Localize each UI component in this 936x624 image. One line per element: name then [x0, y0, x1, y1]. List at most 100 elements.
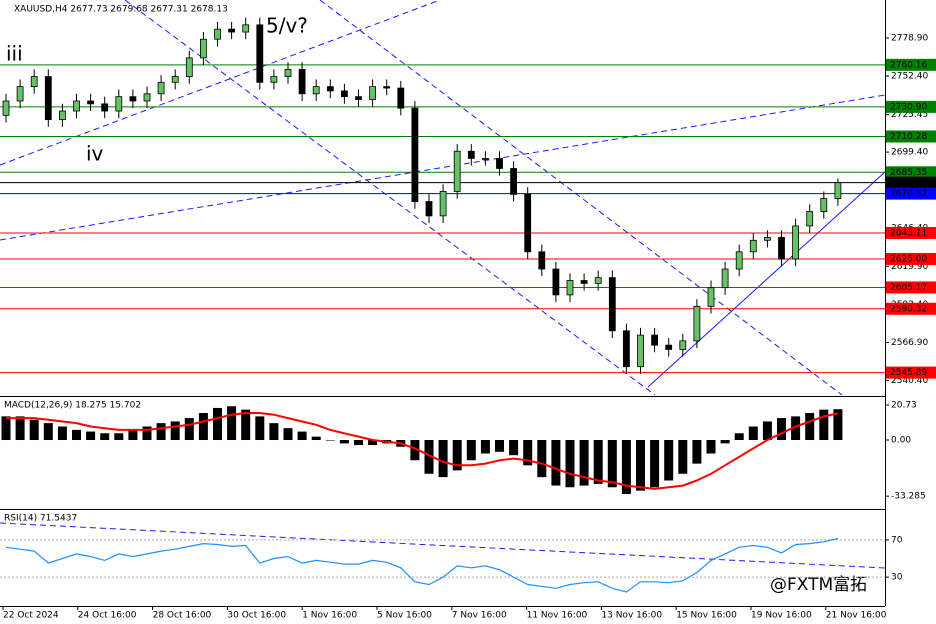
macd-bar [72, 429, 81, 441]
macd-bar [438, 440, 448, 478]
macd-bar [805, 413, 815, 441]
candle-body [87, 100, 94, 105]
macd-bar [720, 440, 730, 444]
macd-bar [368, 440, 378, 446]
macd-bar [734, 433, 744, 441]
candle-body [538, 251, 546, 270]
macd-bar [86, 431, 96, 441]
level-tag [886, 100, 936, 113]
candle-body [651, 334, 658, 346]
candle-body [524, 193, 532, 253]
x-tick-label: 13 Nov 16:00 [601, 611, 662, 621]
candle-body [735, 251, 743, 270]
level-label: 2760.16 [890, 60, 927, 70]
macd-bar [184, 418, 194, 441]
x-tick-label: 28 Oct 16:00 [153, 611, 212, 621]
x-tick-label: 24 Oct 16:00 [78, 611, 137, 621]
macd-bar [523, 440, 533, 466]
level-label: 2730.90 [890, 102, 927, 112]
candle-body [453, 150, 461, 192]
candle-body [16, 86, 24, 102]
candle-body [369, 86, 377, 100]
candle-body [679, 340, 687, 350]
y-tick-label: 2699.40 [891, 148, 928, 158]
candle-body [129, 96, 137, 102]
macd-bar [128, 429, 138, 441]
y-tick-label: 0.00 [891, 436, 911, 446]
level-tag [886, 226, 936, 239]
macd-bar [241, 409, 251, 441]
candle-body [510, 168, 518, 195]
candle-body [623, 330, 630, 368]
macd-bar [227, 406, 237, 441]
candle-body [73, 100, 80, 112]
chart-header: XAUUSD,H4 2677.73 2679.68 2677.31 2678.1… [14, 5, 228, 15]
macd-bar [833, 409, 843, 441]
macd-bar [114, 433, 124, 441]
wave-label: iii [6, 42, 23, 66]
macd-bar [29, 419, 39, 441]
level-label: 2678.13 [890, 178, 927, 188]
candle-body [820, 198, 828, 212]
candle-body [228, 28, 236, 33]
macd-bar [1, 416, 11, 441]
macd-bar [255, 416, 265, 441]
macd-bar [410, 440, 420, 461]
macd-bar [537, 440, 547, 478]
y-tick-label: -33.285 [891, 492, 926, 502]
macd-bar [339, 440, 349, 444]
macd-signal [6, 412, 839, 490]
macd-bar [452, 440, 462, 471]
candle-body [693, 305, 701, 342]
level-label: 2670.52 [890, 189, 927, 199]
macd-bar [706, 440, 716, 454]
candle-body [30, 76, 38, 88]
trend-line [319, 0, 843, 396]
candle-body [496, 158, 503, 169]
candle-body [721, 268, 729, 289]
candle-body [439, 191, 447, 217]
macd-bar [650, 440, 660, 488]
candle-body [707, 287, 715, 307]
macd-bar [354, 440, 363, 446]
macd-bar [170, 421, 180, 441]
level-label: 2685.35 [890, 168, 927, 178]
candle-body [355, 96, 362, 100]
macd-bar [636, 440, 645, 491]
candle-body [256, 24, 264, 83]
y-tick-label: 30 [891, 573, 903, 583]
candle-body [383, 86, 391, 89]
macd-bar [579, 440, 589, 486]
x-tick-label: 30 Oct 16:00 [227, 611, 286, 621]
trend-line [0, 0, 441, 166]
candle-body [580, 280, 588, 284]
candle-body [59, 110, 66, 121]
trend-lines [0, 0, 886, 569]
y-tick-label: 2752.40 [891, 71, 928, 81]
candle-body [185, 57, 193, 77]
macd-bar [495, 440, 504, 452]
level-label: 2545.89 [890, 368, 927, 378]
candle-body [665, 344, 673, 350]
candle-body [637, 334, 644, 368]
candle-body [284, 68, 292, 77]
macd-bar [198, 413, 208, 441]
candle-body [2, 100, 10, 116]
candle-body [778, 237, 785, 260]
candle-body [214, 28, 221, 40]
candle-body [312, 86, 320, 95]
macd-bar [692, 440, 702, 464]
macd-bar [551, 440, 561, 486]
candle-body [481, 158, 489, 160]
rsi-label: RSI(14) 71.5437 [4, 514, 77, 524]
x-tick-label: 1 Nov 16:00 [302, 611, 357, 621]
candle-body [270, 76, 278, 83]
candle-body [425, 201, 433, 217]
macd-bar [283, 428, 293, 441]
x-tick-label: 19 Nov 16:00 [751, 611, 812, 621]
candle-body [115, 96, 123, 112]
y-tick-label: 2540.40 [891, 376, 928, 386]
candle-body [143, 93, 151, 102]
candle-body [397, 87, 405, 109]
